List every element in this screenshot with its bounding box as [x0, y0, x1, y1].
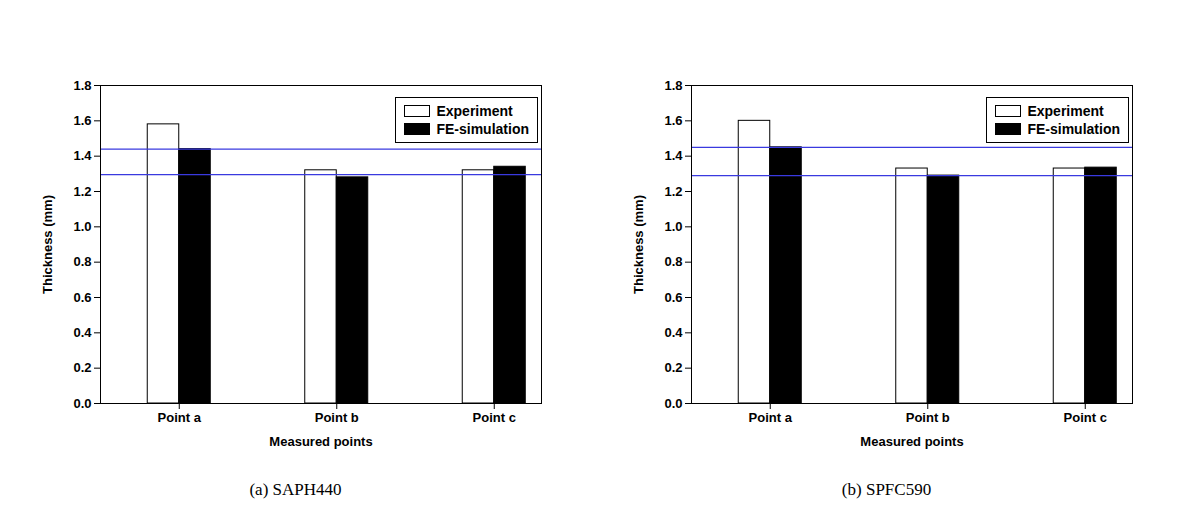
svg-text:1.0: 1.0 [664, 219, 682, 234]
html-text:Experiment: Experiment [1027, 103, 1104, 119]
svg-text:1.2: 1.2 [73, 184, 91, 199]
svg-text:1.6: 1.6 [664, 113, 682, 128]
svg-text:0.6: 0.6 [664, 290, 682, 305]
svg-text:0.8: 0.8 [73, 254, 91, 269]
svg-text:1.8: 1.8 [664, 78, 682, 93]
svg-text:0.0: 0.0 [664, 396, 682, 411]
svg-text:0.6: 0.6 [73, 290, 91, 305]
svg-text:Point b: Point b [315, 410, 359, 425]
svg-text:Point a: Point a [749, 410, 793, 425]
svg-text:Measured points: Measured points [860, 434, 963, 449]
svg-text:0.0: 0.0 [73, 396, 91, 411]
html-text:Experiment: Experiment [436, 103, 513, 119]
svg-text:Point c: Point c [473, 410, 516, 425]
svg-text:1.8: 1.8 [73, 78, 91, 93]
html-text:(b) SPFC590: (b) SPFC590 [841, 480, 932, 499]
svg-text:1.4: 1.4 [664, 148, 683, 163]
html-text:FE-simulation: FE-simulation [1027, 121, 1120, 137]
svg-text:1.2: 1.2 [664, 184, 682, 199]
svg-text:0.8: 0.8 [664, 254, 682, 269]
svg-text:Thickness (mm): Thickness (mm) [40, 195, 55, 294]
svg-text:0.4: 0.4 [664, 325, 683, 340]
svg-text:1.0: 1.0 [73, 219, 91, 234]
svg-text:1.6: 1.6 [73, 113, 91, 128]
svg-text:Point c: Point c [1064, 410, 1107, 425]
svg-text:1.4: 1.4 [73, 148, 92, 163]
svg-text:Measured points: Measured points [269, 434, 372, 449]
svg-text:0.2: 0.2 [73, 360, 91, 375]
html-text:(a) SAPH440: (a) SAPH440 [249, 480, 342, 499]
svg-text:Thickness (mm): Thickness (mm) [631, 195, 646, 294]
svg-text:Point a: Point a [158, 410, 202, 425]
svg-text:0.2: 0.2 [664, 360, 682, 375]
html-text:FE-simulation: FE-simulation [436, 121, 529, 137]
svg-text:Point b: Point b [906, 410, 950, 425]
svg-text:0.4: 0.4 [73, 325, 92, 340]
